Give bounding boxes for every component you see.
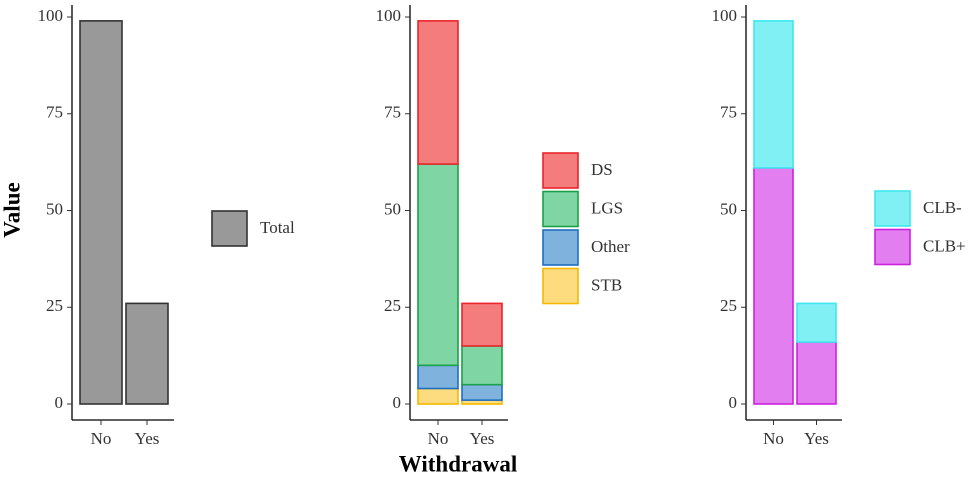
y-tick-label: 0 <box>729 393 738 412</box>
y-tick-label: 25 <box>720 296 737 315</box>
bar <box>753 20 794 169</box>
legend-swatch <box>542 267 579 305</box>
bar <box>125 302 169 405</box>
legend-label: DS <box>591 160 613 179</box>
bar <box>79 20 123 405</box>
y-axis-title: Value <box>0 182 24 237</box>
bar <box>796 341 837 405</box>
y-tick-label: 100 <box>712 6 738 25</box>
bar <box>461 345 503 386</box>
y-tick-label: 50 <box>46 199 63 218</box>
bar <box>796 302 837 343</box>
legend-swatch <box>874 228 911 266</box>
bar <box>461 302 503 347</box>
legend-label: STB <box>591 275 622 294</box>
x-tick-label: No <box>763 429 784 448</box>
legend-label: Total <box>260 218 295 237</box>
legend-label: LGS <box>591 198 623 217</box>
y-tick-label: 100 <box>38 6 64 25</box>
y-tick-label: 100 <box>376 6 402 25</box>
legend-swatch <box>542 152 579 189</box>
y-tick-label: 75 <box>46 103 63 122</box>
x-tick-label: Yes <box>470 429 495 448</box>
bar <box>417 163 459 367</box>
y-tick-label: 25 <box>46 296 63 315</box>
legend-swatch <box>542 229 579 266</box>
x-tick-label: No <box>91 429 112 448</box>
y-tick-label: 50 <box>384 199 401 218</box>
bar <box>461 383 503 401</box>
y-tick-label: 75 <box>384 103 401 122</box>
x-tick-label: Yes <box>135 429 160 448</box>
legend-swatch <box>542 190 579 228</box>
legend-label: CLB- <box>923 198 962 217</box>
y-tick-label: 75 <box>720 103 737 122</box>
bar <box>417 364 459 390</box>
y-tick-label: 50 <box>720 199 737 218</box>
legend-label: Other <box>591 237 630 256</box>
bar <box>753 167 794 405</box>
y-tick-label: 0 <box>55 393 64 412</box>
bar <box>417 387 459 405</box>
x-axis-title: Withdrawal <box>399 451 517 476</box>
bar <box>417 20 459 165</box>
legend-swatch <box>874 190 911 227</box>
legend-swatch <box>211 210 248 247</box>
y-tick-label: 25 <box>384 296 401 315</box>
x-tick-label: Yes <box>804 429 829 448</box>
x-tick-label: No <box>428 429 449 448</box>
legend-label: CLB+ <box>923 236 966 255</box>
y-tick-label: 0 <box>393 393 402 412</box>
